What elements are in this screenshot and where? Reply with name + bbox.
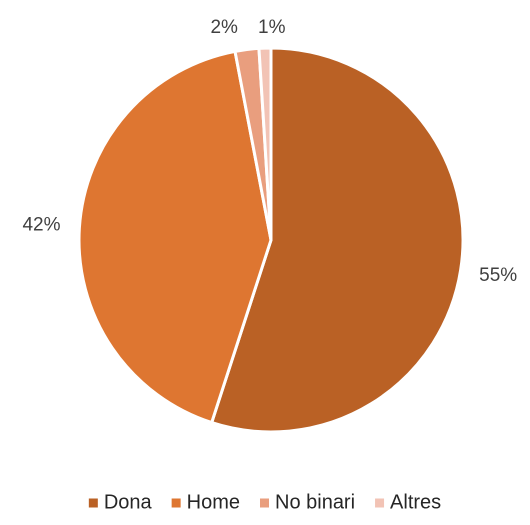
data-label-no-binari: 2% [210, 17, 238, 38]
data-label-dona: 55% [479, 265, 517, 286]
legend-label-no-binari: No binari [275, 491, 355, 513]
legend-item-dona: Dona [88, 491, 153, 513]
legend-swatch-home [171, 498, 181, 508]
legend-item-altres: Altres [375, 491, 441, 513]
legend-swatch-dona [88, 498, 98, 508]
legend-label-dona: Dona [104, 491, 153, 513]
pie-slice-altres [257, 46, 273, 242]
pie-slice-home [77, 49, 273, 425]
pie-slice-dona [210, 46, 465, 434]
legend: Dona Home No binari Altres [88, 491, 441, 513]
data-label-altres: 1% [258, 17, 286, 38]
data-label-home: 42% [22, 215, 60, 236]
data-labels: 55% 42% 2% 1% [22, 17, 517, 286]
legend-label-home: Home [187, 491, 240, 513]
legend-item-no-binari: No binari [260, 491, 355, 513]
pie-slices [77, 46, 465, 434]
legend-label-altres: Altres [390, 491, 441, 513]
legend-swatch-altres [375, 498, 385, 508]
legend-swatch-no-binari [260, 498, 269, 508]
legend-item-home: Home [171, 491, 240, 513]
